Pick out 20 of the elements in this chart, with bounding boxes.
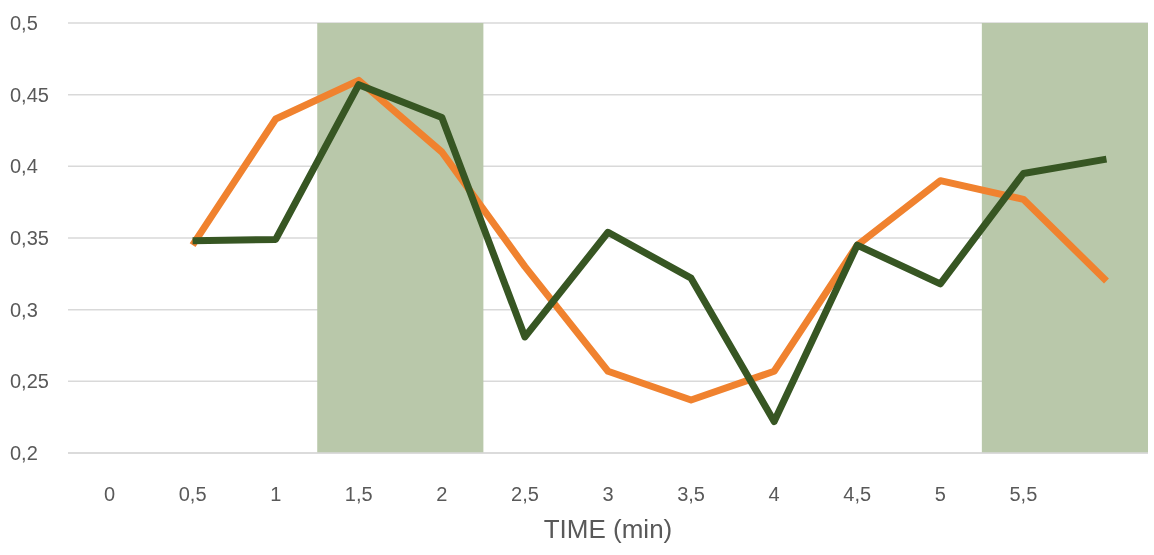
x-tick-label: 2 [436, 483, 448, 506]
x-tick-label: 4,5 [843, 483, 872, 506]
y-tick-label: 0,2 [10, 442, 38, 465]
y-tick-label: 0,45 [10, 83, 49, 106]
x-tick-label: 4 [768, 483, 780, 506]
x-tick-label: 0 [103, 483, 116, 506]
x-axis-title: TIME (min) [543, 514, 673, 544]
x-tick-label: 2,5 [511, 483, 539, 506]
x-tick-label: 3 [602, 483, 614, 506]
y-tick-label: 0,5 [10, 12, 38, 35]
x-tick-label: 1,5 [344, 483, 373, 506]
y-tick-label: 0,3 [10, 298, 38, 321]
y-tick-label: 0,4 [10, 155, 38, 178]
x-tick-label: 5 [934, 483, 946, 506]
x-tick-label: 3,5 [677, 483, 705, 506]
x-tick-label: 0,5 [178, 483, 207, 506]
y-tick-label: 0,35 [10, 227, 49, 250]
x-tick-label: 5,5 [1009, 483, 1038, 506]
x-tick-label: 1 [270, 483, 282, 506]
y-tick-label: 0,25 [10, 370, 49, 393]
